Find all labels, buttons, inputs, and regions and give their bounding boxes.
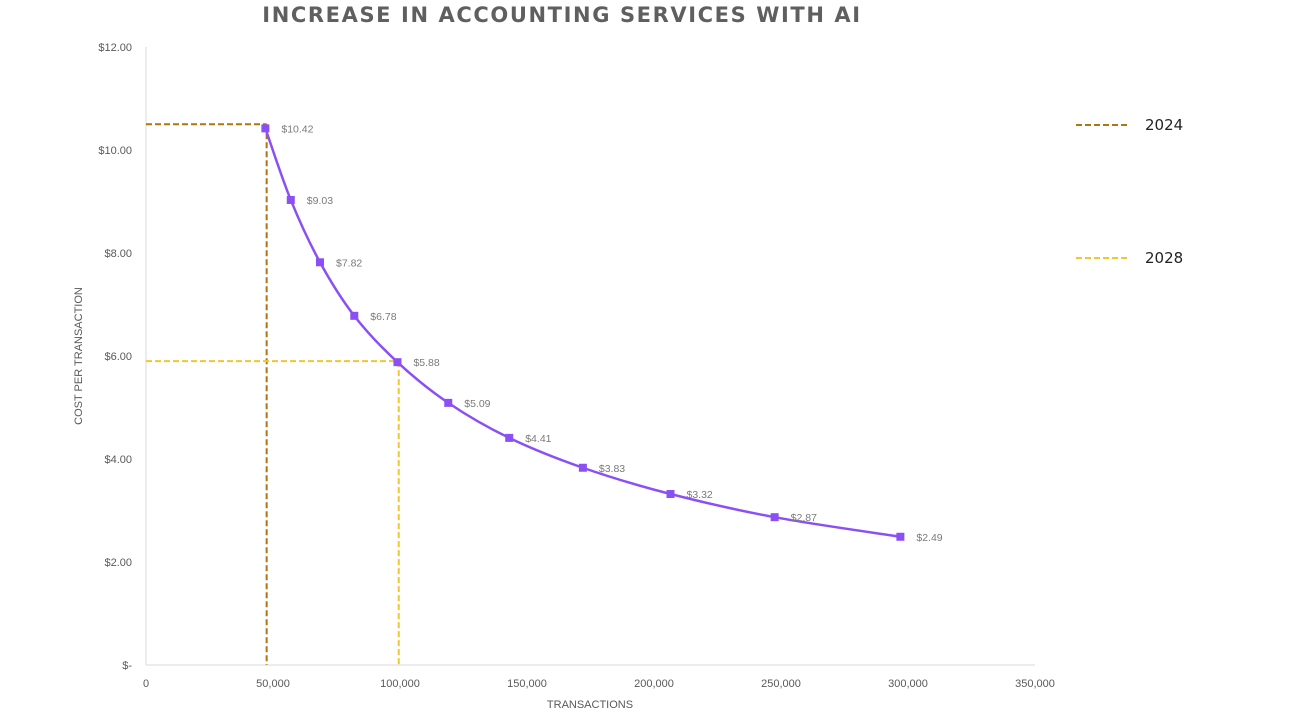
data-label: $3.32	[687, 489, 713, 501]
data-label: $7.82	[336, 257, 362, 269]
y-tick-label: $6.00	[104, 351, 132, 363]
reference-line-2028	[146, 360, 400, 665]
data-point	[505, 433, 514, 442]
plot-area: $- $2.00 $4.00 $6.00 $8.00 $10.00 $12.00 0 50,00…	[98, 42, 1055, 690]
data-point	[578, 463, 587, 472]
x-tick-label: 350,000	[1015, 678, 1055, 690]
x-tick-label: 300,000	[888, 678, 928, 690]
data-label: $2.87	[791, 512, 817, 524]
chart-title: INCREASE IN ACCOUNTING SERVICES WITH AI	[262, 3, 861, 27]
x-axis-title: TRANSACTIONS	[547, 699, 633, 711]
data-label: $2.49	[916, 532, 942, 544]
x-tick-label: 100,000	[380, 678, 420, 690]
data-label: $3.83	[599, 463, 625, 475]
reference-line-2024	[146, 123, 268, 665]
y-axis-title: COST PER TRANSACTION	[73, 287, 85, 425]
data-label: $10.42	[281, 123, 313, 135]
legend-label: 2024	[1145, 116, 1183, 134]
legend-label: 2028	[1145, 249, 1183, 267]
data-point	[896, 532, 905, 541]
data-label: $5.88	[413, 357, 439, 369]
x-tick-label: 250,000	[761, 678, 801, 690]
y-tick-label: $8.00	[104, 248, 132, 260]
x-tick-label: 200,000	[634, 678, 674, 690]
data-point	[315, 258, 324, 267]
x-tick-label: 50,000	[256, 678, 290, 690]
legend-item-2024: 2024	[1076, 116, 1183, 134]
y-tick-label: $2.00	[104, 557, 132, 569]
y-tick-label: $4.00	[104, 454, 132, 466]
data-point	[350, 311, 359, 320]
legend: 2024 2028	[1076, 116, 1183, 267]
series-line	[264, 127, 901, 539]
data-label: $6.78	[370, 311, 396, 323]
legend-item-2028: 2028	[1076, 249, 1183, 267]
data-point	[770, 513, 779, 522]
data-point	[666, 490, 675, 499]
data-point	[444, 398, 453, 407]
data-label: $5.09	[464, 398, 490, 410]
x-tick-label: 0	[143, 678, 149, 690]
data-point	[286, 195, 295, 204]
data-point	[261, 124, 270, 133]
y-tick-label: $10.00	[98, 145, 132, 157]
data-label: $4.41	[525, 433, 551, 445]
y-tick-label: $12.00	[98, 42, 132, 54]
y-tick-label: $-	[122, 660, 132, 672]
data-point	[393, 358, 402, 367]
x-tick-label: 150,000	[507, 678, 547, 690]
data-label: $9.03	[307, 195, 333, 207]
